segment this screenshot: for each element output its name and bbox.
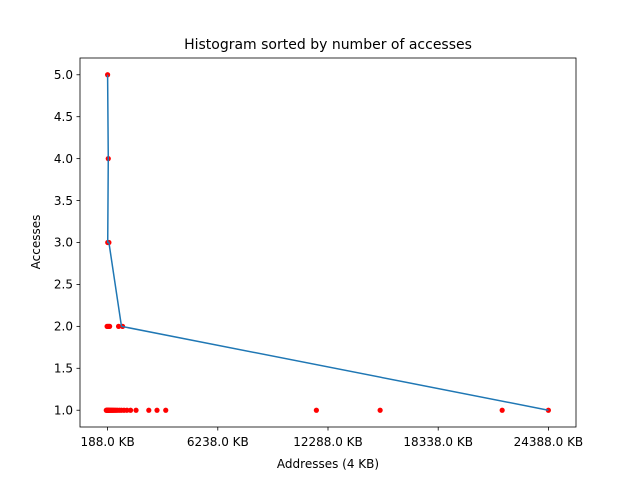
chart-title: Histogram sorted by number of accesses <box>184 37 472 53</box>
scatter-point-28 <box>124 407 130 413</box>
plot-area <box>103 72 552 413</box>
y-tick-label-4: 3.0 <box>54 236 73 250</box>
y-axis-label: Accesses <box>29 215 43 270</box>
y-tick-label-6: 4.0 <box>54 152 73 166</box>
scatter-point-36 <box>499 407 505 413</box>
x-tick-label-3: 18338.0 KB <box>403 435 473 449</box>
scatter-point-6 <box>107 323 113 329</box>
y-tick-label-8: 5.0 <box>54 68 73 82</box>
scatter-point-35 <box>377 407 383 413</box>
x-tick-label-1: 6238.0 KB <box>187 435 249 449</box>
scatter-point-30 <box>133 407 139 413</box>
y-tick-label-1: 1.5 <box>54 361 73 375</box>
x-tick-label-2: 12288.0 KB <box>293 435 363 449</box>
scatter-point-34 <box>313 407 319 413</box>
scatter-point-33 <box>163 407 169 413</box>
y-axis: 1.0 1.5 2.0 2.5 3.0 3.5 4.0 4.5 5.0 <box>54 68 80 417</box>
y-tick-label-5: 3.5 <box>54 194 73 208</box>
y-tick-label-0: 1.0 <box>54 403 73 417</box>
scatter-point-29 <box>127 407 134 413</box>
x-tick-label-0: 188.0 KB <box>80 435 134 449</box>
x-axis: 188.0 KB 6238.0 KB 12288.0 KB 18338.0 KB 243… <box>80 427 583 449</box>
scatter-point-7 <box>115 323 122 329</box>
x-axis-label: Addresses (4 KB) <box>277 457 379 471</box>
x-tick-label-4: 24388.0 KB <box>514 435 584 449</box>
y-tick-label-7: 4.5 <box>54 110 73 124</box>
scatter-point-32 <box>154 407 160 413</box>
y-tick-label-3: 2.5 <box>54 278 73 292</box>
y-tick-label-2: 2.0 <box>54 320 73 334</box>
series-line <box>106 74 549 411</box>
scatter-point-31 <box>146 407 152 413</box>
